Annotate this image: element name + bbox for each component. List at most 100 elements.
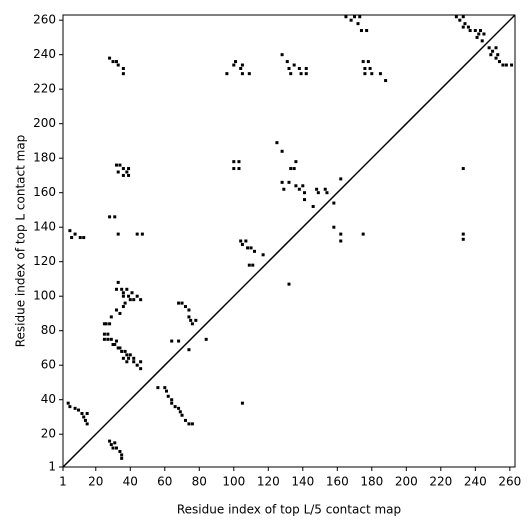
contact-point [82,236,86,240]
contact-point [370,72,374,76]
contact-point [120,287,124,291]
contact-point [121,72,125,76]
y-tick-label: 80 [41,323,56,337]
y-axis-label: Residue index of top L contact map [14,135,28,348]
contact-point [165,389,169,393]
contact-point [104,322,108,326]
contact-point [170,339,174,343]
y-tick-label: 200 [33,116,56,130]
contact-point [108,439,112,443]
contact-point [304,66,308,70]
contact-point [232,160,236,164]
contact-point [292,63,296,67]
contact-point [225,72,229,76]
contact-point [480,39,484,43]
contact-point [114,339,118,343]
contact-point [240,72,244,76]
contact-point [339,177,343,181]
contact-point [135,363,139,367]
y-tick-label: 220 [33,82,56,96]
contact-point [287,282,291,286]
contact-point [177,339,181,343]
contact-point [132,298,136,302]
contact-point [170,401,174,405]
contact-point [177,406,181,410]
contact-point [461,25,465,29]
contact-point [280,149,284,153]
contact-point [368,66,372,70]
x-tick-label: 1 [59,475,67,489]
contact-point [114,60,118,64]
contact-point [187,422,191,426]
contact-point [111,446,115,450]
contact-point [70,236,74,240]
y-tick-label: 20 [41,427,56,441]
contact-point [510,63,514,67]
contact-point [128,353,132,357]
x-tick-label: 40 [123,475,138,489]
contact-point [261,253,265,257]
contact-point [482,32,486,36]
diagonal [62,14,516,468]
contact-point [189,318,193,322]
contact-point [102,337,106,341]
contact-point [166,394,170,398]
contact-point [289,167,293,171]
contact-point [496,53,500,57]
contact-point [173,405,177,409]
contact-point [78,236,82,240]
contact-point [280,180,284,184]
contact-point [299,72,303,76]
contact-point [111,343,115,347]
contact-point [292,167,296,171]
contact-point [135,294,139,298]
contact-point [504,63,508,67]
contact-point [287,66,291,70]
contact-point [116,170,120,174]
x-tick-label: 20 [88,475,103,489]
x-tick-label: 260 [498,475,521,489]
contact-point [127,173,131,177]
contact-point [132,356,136,360]
y-tick-label: 60 [41,358,56,372]
contact-point [361,232,365,236]
contact-point [108,56,112,60]
contact-point [339,232,343,236]
contact-point [187,348,191,352]
contact-point [120,349,124,353]
contact-point [365,29,369,33]
contact-point [237,167,241,171]
contact-point [68,229,72,233]
contact-point [120,456,124,460]
contact-point [311,204,315,208]
contact-point [114,163,118,167]
x-tick-label: 200 [395,475,418,489]
contact-point [244,239,248,243]
contact-point [194,318,198,322]
contact-point [125,170,129,174]
contact-point [363,72,367,76]
contact-point [108,215,112,219]
contact-point [123,349,127,353]
contact-point [106,337,110,341]
x-tick-label: 160 [326,475,349,489]
contact-point [114,308,118,312]
contact-point [316,191,320,195]
contact-point [356,22,360,26]
contact-point [204,337,208,341]
contact-point [501,63,505,67]
contact-point [120,453,124,457]
contact-point [140,232,144,236]
contact-point [82,415,86,419]
contact-point [128,298,132,302]
contact-point [294,184,298,188]
contact-point [275,141,279,145]
y-tick-label: 260 [33,13,56,27]
contact-point [121,294,125,298]
contact-point [118,449,122,453]
contact-point [240,63,244,67]
x-tick-label: 80 [192,475,207,489]
contact-point [478,29,482,33]
contact-point [458,18,462,22]
contact-point [323,187,327,191]
